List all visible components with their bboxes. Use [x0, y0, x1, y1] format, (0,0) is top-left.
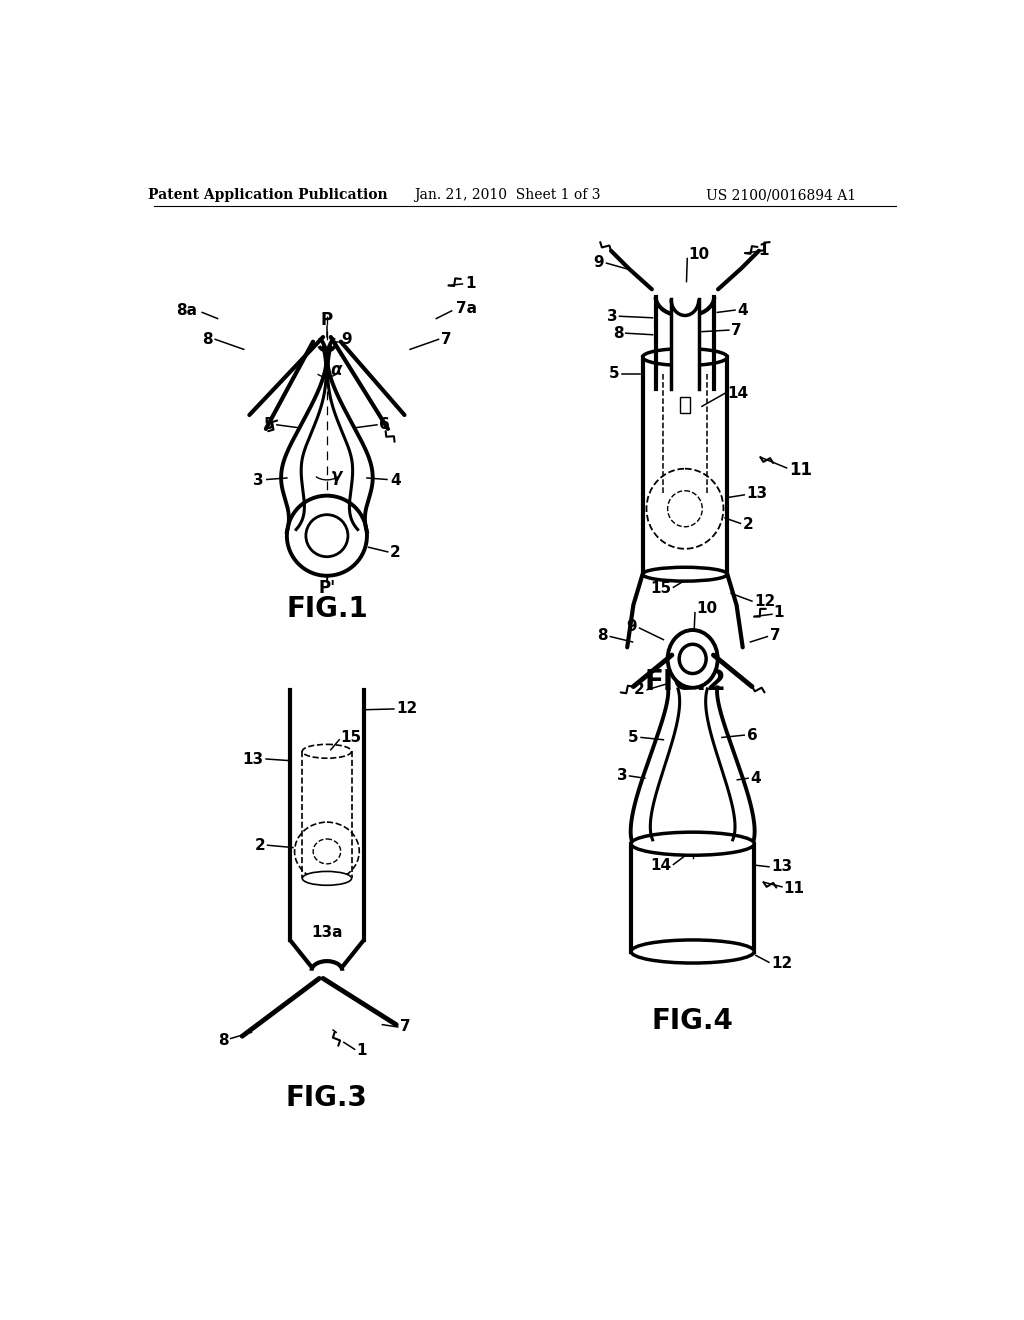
Text: 2: 2 — [255, 838, 265, 853]
Text: 10: 10 — [696, 602, 718, 616]
Text: 9: 9 — [594, 255, 604, 269]
Text: 11: 11 — [788, 461, 812, 479]
Text: 5: 5 — [609, 367, 620, 381]
Text: 10: 10 — [689, 247, 710, 263]
Ellipse shape — [679, 644, 707, 673]
Text: 13: 13 — [771, 859, 793, 874]
Text: 2: 2 — [634, 682, 645, 697]
Text: 2: 2 — [390, 545, 400, 560]
Text: 15: 15 — [341, 730, 361, 744]
Text: FIG.3: FIG.3 — [286, 1084, 368, 1111]
Ellipse shape — [643, 348, 727, 366]
Text: 7: 7 — [770, 628, 780, 643]
Text: 3: 3 — [253, 473, 264, 488]
Ellipse shape — [302, 871, 351, 886]
Text: 15: 15 — [650, 581, 671, 595]
Text: 12: 12 — [771, 956, 793, 970]
Ellipse shape — [631, 832, 755, 855]
Text: 13a: 13a — [311, 925, 343, 940]
Bar — [680, 397, 690, 412]
Text: 6: 6 — [379, 417, 390, 432]
Ellipse shape — [668, 630, 718, 688]
Ellipse shape — [306, 515, 348, 557]
Text: 7: 7 — [400, 1019, 411, 1035]
Ellipse shape — [631, 940, 755, 964]
Text: 13: 13 — [243, 751, 264, 767]
Text: 3: 3 — [606, 309, 617, 323]
Text: 1: 1 — [758, 243, 769, 259]
Text: 8: 8 — [612, 326, 624, 341]
Ellipse shape — [643, 568, 727, 581]
Text: 2: 2 — [742, 516, 754, 532]
Text: 4: 4 — [737, 302, 748, 318]
Text: 11: 11 — [783, 880, 805, 896]
Text: 8a: 8a — [176, 304, 198, 318]
Text: 1: 1 — [466, 276, 476, 290]
Text: 7: 7 — [731, 322, 741, 338]
Text: 8: 8 — [203, 331, 213, 347]
Text: 5: 5 — [628, 730, 639, 744]
Text: P': P' — [318, 579, 336, 597]
Text: FIG.1: FIG.1 — [286, 595, 368, 623]
Text: 12: 12 — [755, 594, 775, 609]
Ellipse shape — [672, 285, 698, 314]
Text: 7: 7 — [441, 331, 452, 347]
Text: FIG.4: FIG.4 — [651, 1007, 733, 1035]
Text: 8: 8 — [597, 628, 608, 643]
Text: α: α — [331, 362, 342, 379]
Text: 9: 9 — [341, 331, 351, 347]
Text: 6: 6 — [746, 727, 758, 743]
Text: Jan. 21, 2010  Sheet 1 of 3: Jan. 21, 2010 Sheet 1 of 3 — [415, 189, 601, 202]
Text: 9: 9 — [627, 619, 637, 634]
Text: 1: 1 — [773, 605, 784, 620]
Text: 14: 14 — [727, 385, 749, 401]
Text: 5: 5 — [264, 417, 274, 432]
Text: US 2100/0016894 A1: US 2100/0016894 A1 — [707, 189, 856, 202]
Text: P: P — [321, 312, 333, 329]
Text: 14: 14 — [650, 858, 671, 873]
Text: 3: 3 — [616, 768, 628, 784]
Text: 7a: 7a — [457, 301, 477, 315]
Text: γ: γ — [331, 467, 342, 484]
Text: 4: 4 — [390, 473, 400, 488]
Text: 13: 13 — [746, 486, 768, 500]
Ellipse shape — [287, 496, 367, 576]
Text: 4: 4 — [751, 771, 761, 785]
Text: 12: 12 — [396, 701, 418, 717]
Text: FIG.2: FIG.2 — [644, 668, 726, 696]
Text: 8: 8 — [218, 1032, 228, 1048]
Text: Patent Application Publication: Patent Application Publication — [147, 189, 387, 202]
Polygon shape — [672, 300, 698, 391]
Text: 1: 1 — [356, 1043, 367, 1057]
